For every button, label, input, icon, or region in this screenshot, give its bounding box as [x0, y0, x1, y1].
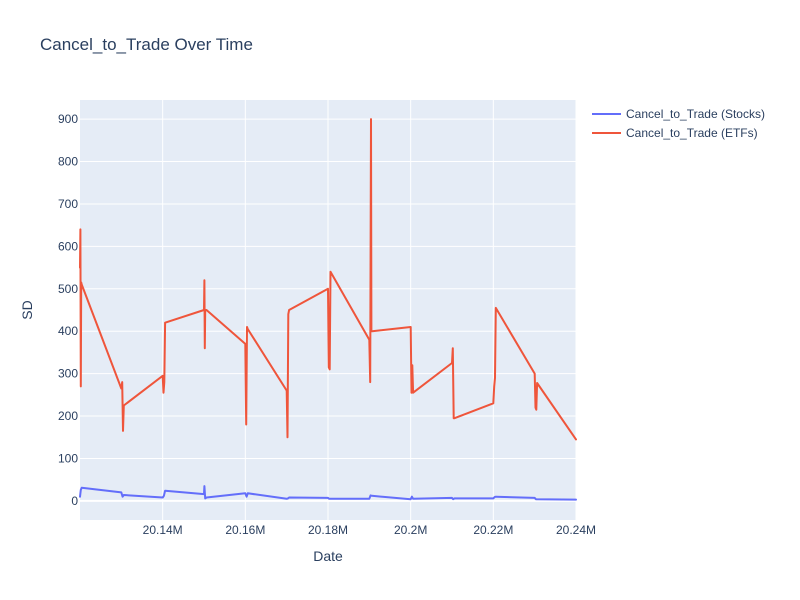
x-tick-labels: 20.14M 20.16M 20.18M 20.2M 20.22M 20.24M — [143, 523, 596, 537]
y-tick-label: 0 — [71, 494, 78, 508]
y-tick-label: 300 — [58, 367, 78, 381]
x-tick-label: 20.2M — [394, 523, 427, 537]
y-axis-label: SD — [19, 300, 35, 319]
y-tick-label: 900 — [58, 112, 78, 126]
y-tick-label: 800 — [58, 155, 78, 169]
legend-item[interactable]: Cancel_to_Trade (ETFs) — [592, 126, 758, 140]
legend-label: Cancel_to_Trade (Stocks) — [626, 107, 765, 121]
x-tick-label: 20.14M — [143, 523, 183, 537]
legend-label: Cancel_to_Trade (ETFs) — [626, 126, 758, 140]
y-tick-label: 500 — [58, 282, 78, 296]
x-tick-label: 20.16M — [225, 523, 265, 537]
x-tick-label: 20.18M — [308, 523, 348, 537]
legend-item[interactable]: Cancel_to_Trade (Stocks) — [592, 107, 765, 121]
x-axis-label: Date — [313, 548, 343, 564]
series-layer — [79, 118, 577, 501]
y-tick-label: 700 — [58, 197, 78, 211]
series-line-etfs — [79, 118, 577, 441]
x-tick-label: 20.22M — [473, 523, 513, 537]
y-tick-label: 400 — [58, 324, 78, 338]
legend: Cancel_to_Trade (Stocks) Cancel_to_Trade … — [592, 107, 765, 140]
x-tick-label: 20.24M — [556, 523, 596, 537]
y-tick-label: 100 — [58, 451, 78, 465]
chart-title: Cancel_to_Trade Over Time — [40, 35, 253, 54]
y-tick-label: 600 — [58, 239, 78, 253]
series-line-stocks — [79, 485, 577, 501]
y-tick-labels: 0 100 200 300 400 500 600 700 800 900 — [58, 112, 78, 508]
y-tick-label: 200 — [58, 409, 78, 423]
